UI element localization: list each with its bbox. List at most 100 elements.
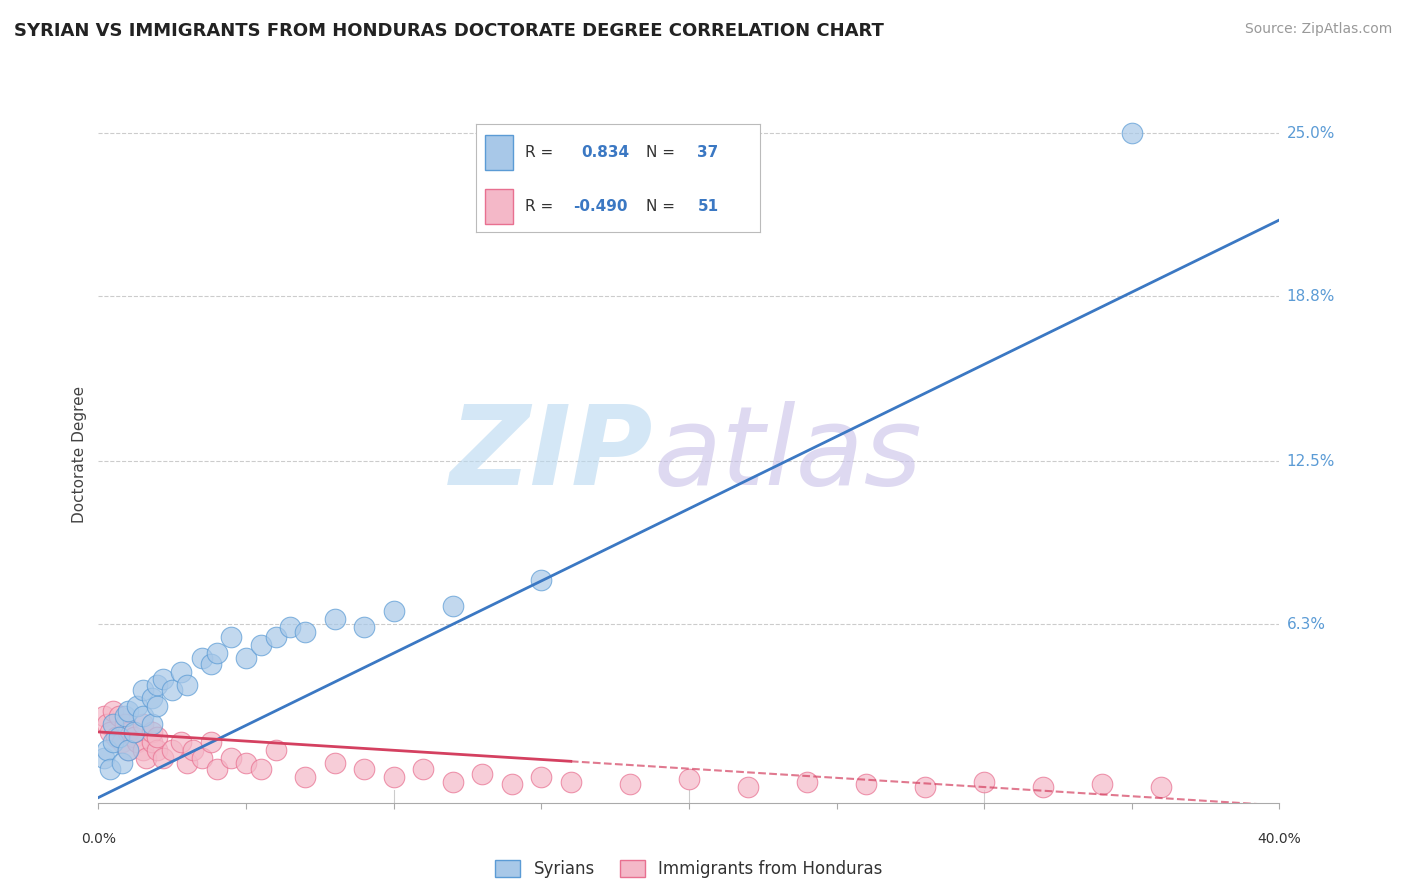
Point <box>146 743 169 757</box>
Text: 6.3%: 6.3% <box>1286 616 1326 632</box>
Point <box>294 625 316 640</box>
Point <box>412 762 434 776</box>
Point <box>1091 777 1114 791</box>
Point <box>117 704 139 718</box>
Point <box>294 770 316 784</box>
Point <box>152 751 174 765</box>
Point <box>973 774 995 789</box>
Point <box>264 631 287 645</box>
Point <box>796 774 818 789</box>
Point <box>1150 780 1173 794</box>
Point <box>146 730 169 744</box>
Point <box>382 770 405 784</box>
Point <box>114 709 136 723</box>
Point <box>530 770 553 784</box>
Point <box>135 751 157 765</box>
Point <box>678 772 700 787</box>
Point <box>264 743 287 757</box>
Point <box>219 631 243 645</box>
Text: 0.0%: 0.0% <box>82 832 115 846</box>
Point <box>162 743 183 757</box>
Point <box>170 735 193 749</box>
Point <box>96 717 118 731</box>
Text: 25.0%: 25.0% <box>1286 126 1334 141</box>
Point <box>114 717 136 731</box>
Point <box>235 651 257 665</box>
Point <box>353 620 375 634</box>
Point <box>152 673 174 687</box>
Text: 12.5%: 12.5% <box>1286 454 1334 469</box>
Point <box>176 756 198 771</box>
Point <box>98 762 121 776</box>
Point <box>382 604 405 618</box>
Point <box>98 725 121 739</box>
Text: SYRIAN VS IMMIGRANTS FROM HONDURAS DOCTORATE DEGREE CORRELATION CHART: SYRIAN VS IMMIGRANTS FROM HONDURAS DOCTO… <box>14 22 884 40</box>
Text: Source: ZipAtlas.com: Source: ZipAtlas.com <box>1244 22 1392 37</box>
Point <box>162 682 183 697</box>
Point <box>117 743 139 757</box>
Point <box>108 709 131 723</box>
Point <box>1032 780 1054 794</box>
Point <box>146 678 169 692</box>
Point <box>122 725 145 739</box>
Point <box>191 651 214 665</box>
Point <box>205 646 228 660</box>
Text: 18.8%: 18.8% <box>1286 289 1334 303</box>
Point <box>125 698 148 713</box>
Point <box>181 743 204 757</box>
Point <box>737 780 759 794</box>
Point <box>103 735 125 749</box>
Point <box>205 762 228 776</box>
Text: atlas: atlas <box>654 401 922 508</box>
Point <box>117 743 139 757</box>
Point <box>250 638 273 652</box>
Point <box>471 767 494 781</box>
Point <box>122 730 145 744</box>
Point <box>914 780 936 794</box>
Point <box>103 717 125 731</box>
Point <box>93 709 115 723</box>
Point <box>111 756 134 771</box>
Point <box>141 735 163 749</box>
Point <box>176 678 198 692</box>
Point <box>170 665 193 679</box>
Point <box>323 612 346 626</box>
Point <box>530 573 553 587</box>
Point <box>441 599 464 613</box>
Point <box>191 751 214 765</box>
Point <box>278 620 302 634</box>
Point <box>132 717 155 731</box>
Y-axis label: Doctorate Degree: Doctorate Degree <box>72 386 87 524</box>
Point <box>501 777 523 791</box>
Point <box>141 717 163 731</box>
Point <box>125 735 148 749</box>
Point <box>132 709 155 723</box>
Point <box>353 762 375 776</box>
Point <box>117 725 139 739</box>
Point <box>619 777 641 791</box>
Point <box>103 704 125 718</box>
Point <box>219 751 243 765</box>
Point <box>105 730 128 744</box>
Point <box>141 690 163 705</box>
Point <box>250 762 273 776</box>
Point <box>441 774 464 789</box>
Point <box>96 743 118 757</box>
Point <box>323 756 346 771</box>
Point <box>132 743 155 757</box>
Legend: Syrians, Immigrants from Honduras: Syrians, Immigrants from Honduras <box>489 854 889 885</box>
Text: ZIP: ZIP <box>450 401 654 508</box>
Point <box>1121 126 1143 140</box>
Point <box>111 735 134 749</box>
Point <box>93 751 115 765</box>
Point <box>200 657 222 671</box>
Point <box>560 774 582 789</box>
Point <box>200 735 222 749</box>
Point <box>855 777 877 791</box>
Point <box>132 682 155 697</box>
Point <box>108 730 131 744</box>
Point <box>235 756 257 771</box>
Point <box>141 725 163 739</box>
Text: 40.0%: 40.0% <box>1257 832 1302 846</box>
Point <box>146 698 169 713</box>
